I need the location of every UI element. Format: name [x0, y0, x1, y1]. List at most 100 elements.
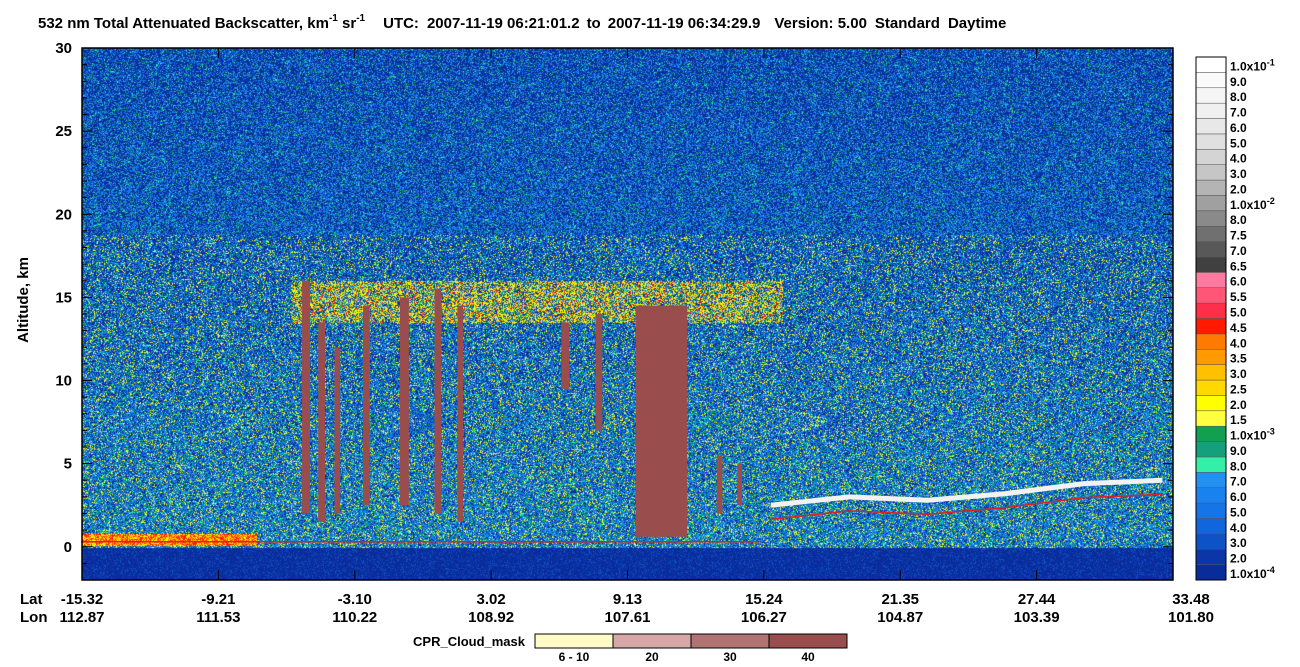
- colorbar-swatch: [1195, 164, 1227, 181]
- colorbar-swatch: [1195, 333, 1227, 350]
- cpr-cloud-column-11: [737, 463, 742, 506]
- cpr-cloud-column-6: [457, 305, 464, 522]
- cpr-legend-label: 30: [723, 650, 737, 664]
- cpr-cloud-column-3: [363, 305, 370, 506]
- colorbar-swatch: [1195, 379, 1227, 396]
- y-tick-label: 5: [64, 456, 72, 473]
- cpr-cloud-column-0: [302, 280, 310, 514]
- x-row-label-lon: Lon: [20, 609, 48, 626]
- y-tick-label: 20: [55, 206, 72, 223]
- colorbar-swatch: [1195, 118, 1227, 135]
- colorbar-label: 7.0: [1230, 475, 1247, 489]
- low-cloud-top-layer: [770, 477, 1163, 508]
- y-tick-label: 15: [55, 289, 72, 306]
- colorbar-label: 8.0: [1230, 213, 1247, 227]
- colorbar-label: 9.0: [1230, 75, 1247, 89]
- colorbar-swatch: [1195, 56, 1227, 73]
- y-tick-label: 10: [55, 373, 72, 390]
- colorbar-swatch: [1195, 548, 1227, 565]
- cpr-cloud-column-2: [334, 347, 341, 514]
- colorbar-swatch: [1195, 472, 1227, 488]
- colorbar-label: 6.5: [1230, 259, 1247, 273]
- colorbar-swatch: [1195, 179, 1227, 196]
- x-row-label-lat: Lat: [20, 591, 43, 608]
- title-utc: UTC:: [383, 15, 419, 32]
- colorbar-label: 6.0: [1230, 490, 1247, 504]
- colorbar-label: 5.0: [1230, 136, 1247, 150]
- colorbar-label: 5.0: [1230, 306, 1247, 320]
- cpr-cloud-column-1: [318, 322, 326, 522]
- colorbar-swatch: [1195, 456, 1227, 473]
- cpr-cloud-column-9: [635, 305, 688, 537]
- chart-title: 532 nm Total Attenuated Backscatter, km-…: [38, 13, 1006, 32]
- colorbar-label: 2.0: [1230, 182, 1247, 196]
- cpr-legend-swatch: [768, 633, 848, 649]
- title-mode: Standard: [875, 15, 940, 32]
- colorbar-swatch: [1195, 256, 1227, 273]
- x-tick-lat: -9.21: [201, 591, 235, 608]
- colorbar-swatch: [1195, 502, 1227, 519]
- cpr-legend-swatch: [612, 633, 692, 649]
- colorbar-label: 3.0: [1230, 167, 1247, 181]
- colorbar-swatch: [1195, 410, 1227, 427]
- cpr-legend-label: 6 - 10: [559, 650, 590, 664]
- x-tick-lat: 33.48: [1172, 591, 1210, 608]
- colorbar-label: 8.0: [1230, 459, 1247, 473]
- colorbar-swatch: [1195, 72, 1227, 89]
- cpr-legend-title: CPR_Cloud_mask: [413, 634, 526, 649]
- colorbar-label: 6.0: [1230, 275, 1247, 289]
- title-unit-exp1: -1: [329, 13, 338, 24]
- colorbar-swatch: [1195, 318, 1227, 335]
- x-tick-lon: 108.92: [468, 609, 514, 626]
- colorbar-label: 3.0: [1230, 367, 1247, 381]
- plot-area: [82, 48, 1173, 580]
- y-tick-label: 30: [55, 40, 72, 57]
- title-start: 2007-11-19 06:21:01.2: [427, 15, 580, 32]
- x-tick-lon: 110.22: [332, 609, 377, 626]
- low-cloud-base-line: [770, 493, 1163, 520]
- colorbar-swatch: [1195, 272, 1227, 288]
- title-to: to: [587, 15, 601, 32]
- cpr-legend: CPR_Cloud_mask 6 - 10 20 30 40: [413, 633, 848, 664]
- x-tick-lon: 101.80: [1168, 609, 1214, 626]
- colorbar-swatch: [1195, 102, 1227, 119]
- x-tick-lat: 3.02: [477, 591, 506, 608]
- x-tick-lon: 107.61: [605, 609, 651, 626]
- title-quantity: 532 nm Total Attenuated Backscatter, km: [38, 15, 329, 32]
- colorbar-label: 3.0: [1230, 536, 1247, 550]
- colorbar-label: 7.0: [1230, 244, 1247, 258]
- colorbar: 1.0x10-42.03.04.05.06.07.08.09.01.0x10-3…: [1195, 56, 1275, 581]
- y-tick-label: 0: [64, 539, 72, 556]
- x-tick-lon: 103.39: [1014, 609, 1060, 626]
- title-unit-sr: sr: [342, 15, 356, 32]
- x-tick-lon: 112.87: [59, 609, 104, 626]
- colorbar-swatch: [1195, 87, 1227, 104]
- colorbar-label: 2.0: [1230, 552, 1247, 566]
- title-version: Version: 5.00: [774, 15, 867, 32]
- colorbar-label: 9.0: [1230, 444, 1247, 458]
- colorbar-swatch: [1195, 349, 1227, 365]
- colorbar-swatch: [1195, 518, 1227, 535]
- colorbar-swatch: [1195, 195, 1227, 212]
- colorbar-label: 1.0x10-1: [1230, 57, 1275, 73]
- colorbar-swatch: [1195, 364, 1227, 381]
- title-unit-exp2: -1: [356, 13, 365, 24]
- x-tick-lat: 21.35: [881, 591, 919, 608]
- colorbar-swatch: [1195, 133, 1227, 150]
- colorbar-swatch: [1195, 225, 1227, 242]
- colorbar-swatch: [1195, 564, 1227, 581]
- colorbar-swatch: [1195, 441, 1227, 458]
- colorbar-label: 2.0: [1230, 398, 1247, 412]
- colorbar-swatch: [1195, 395, 1227, 412]
- y-axis-label: Altitude, km: [15, 257, 32, 343]
- cpr-cloud-column-5: [434, 289, 442, 514]
- cpr-cloud-column-10: [716, 455, 723, 514]
- title-time-of-day: Daytime: [948, 15, 1006, 32]
- colorbar-swatch: [1195, 241, 1227, 258]
- cpr-legend-label: 40: [801, 650, 815, 664]
- colorbar-label: 7.0: [1230, 106, 1247, 120]
- x-tick-lon: 104.87: [877, 609, 923, 626]
- x-tick-lat: 27.44: [1018, 591, 1056, 608]
